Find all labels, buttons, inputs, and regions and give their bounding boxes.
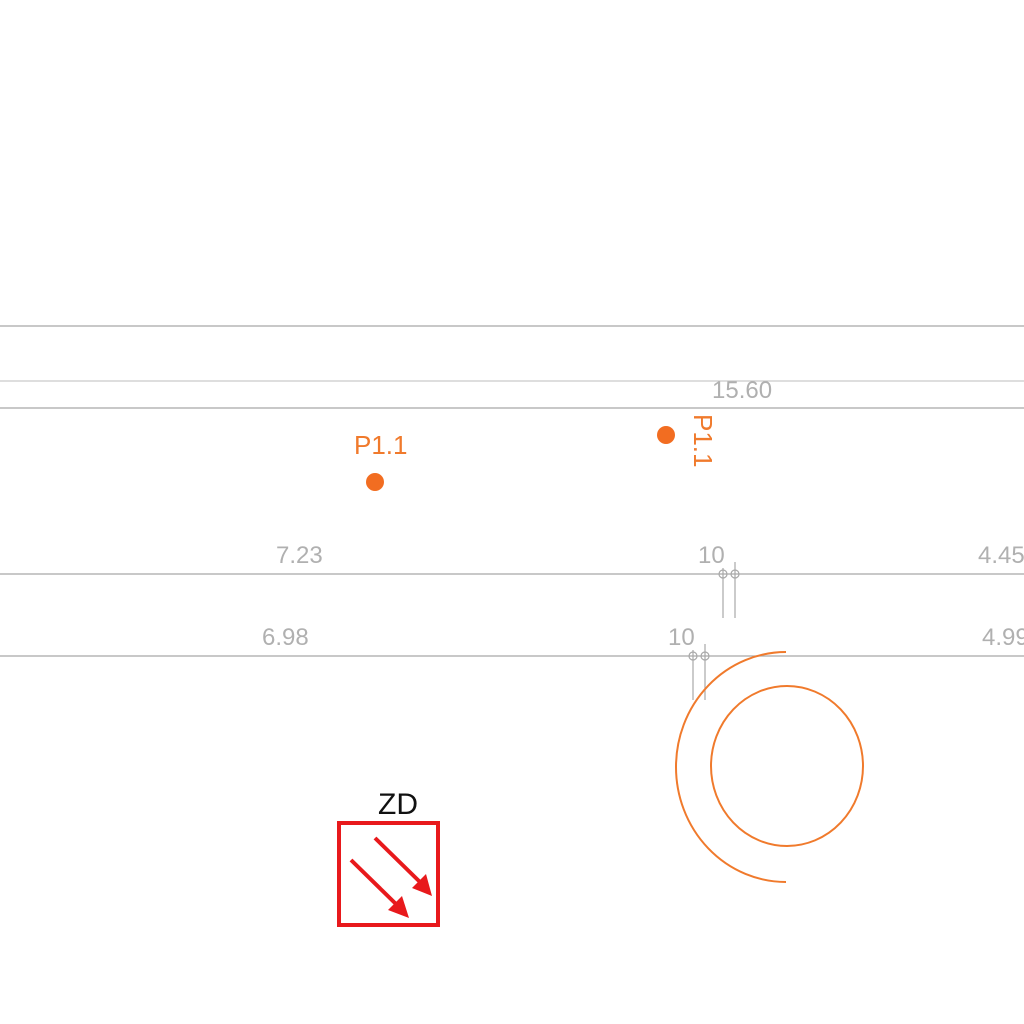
survey-point-2 (657, 426, 675, 444)
dimension-lower-left: 6.98 (262, 624, 309, 651)
dimension-upper-left: 7.23 (276, 542, 323, 569)
dimension-upper-mid: 10 (698, 542, 725, 569)
tick-marker-upper (718, 562, 740, 618)
zd-label: ZD (378, 788, 418, 821)
dimension-upper-right: 4.45 (978, 542, 1024, 569)
canopy-arc (675, 651, 787, 883)
survey-point-1-label: P1.1 (354, 430, 408, 460)
survey-point-2-label: P1.1 (688, 414, 718, 468)
tick-marker-lower (688, 644, 710, 700)
dimension-lower-right: 4.99 (982, 624, 1024, 651)
dimension-top: 15.60 (712, 377, 772, 404)
diagonal-arrows-icon (337, 821, 440, 927)
dimension-lower-mid: 10 (668, 624, 695, 651)
survey-point-1 (366, 473, 384, 491)
trunk-circle (710, 685, 864, 847)
